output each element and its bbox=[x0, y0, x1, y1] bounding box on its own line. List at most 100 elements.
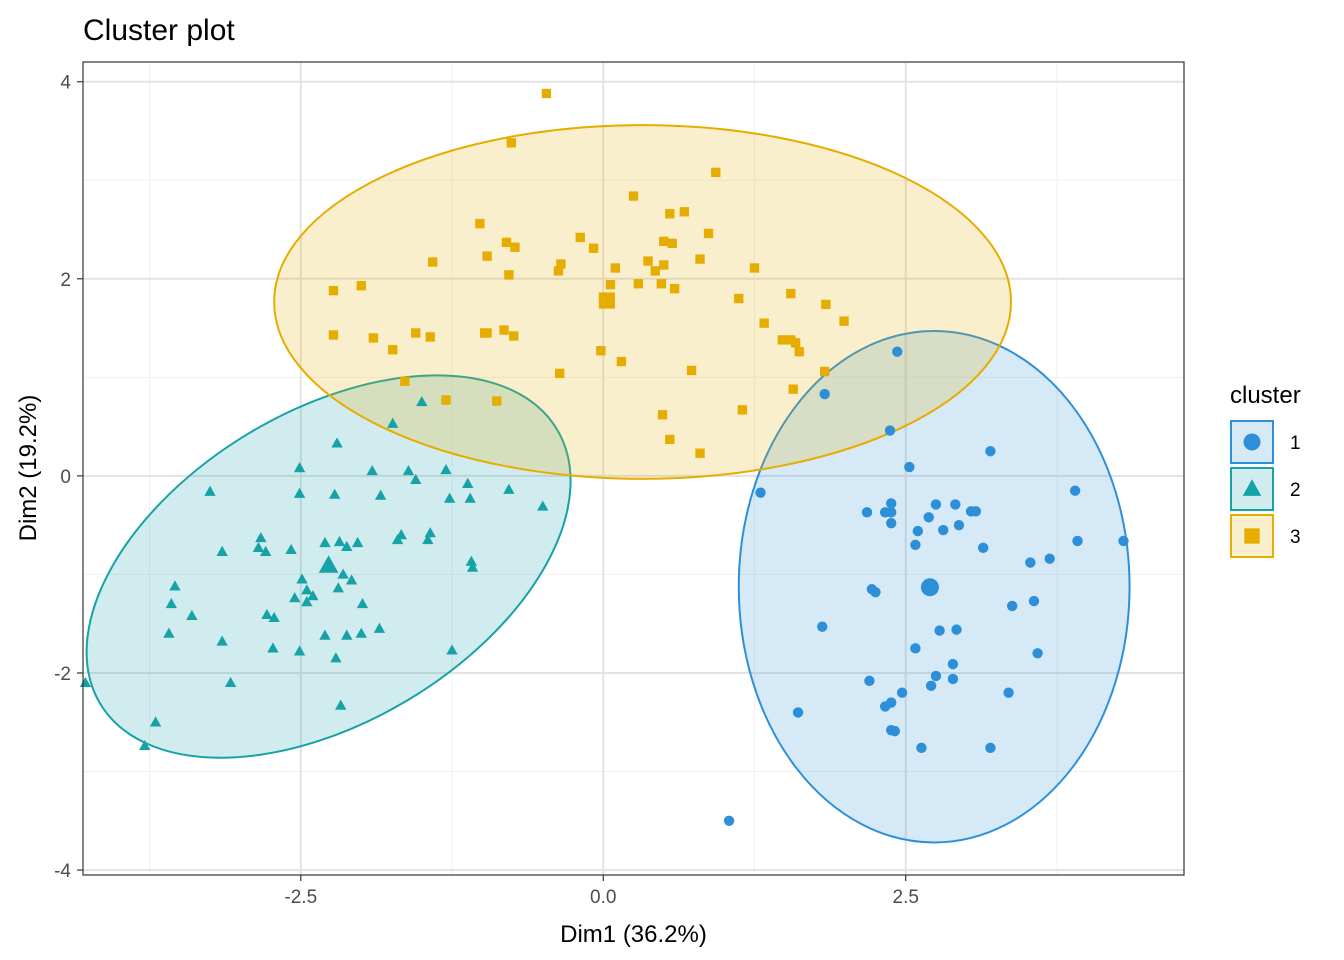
point-cluster-3 bbox=[510, 242, 520, 252]
point-cluster-1 bbox=[1025, 557, 1036, 568]
point-cluster-2 bbox=[341, 629, 353, 640]
point-cluster-2 bbox=[465, 555, 478, 566]
point-cluster-3 bbox=[400, 376, 410, 386]
point-cluster-1 bbox=[1069, 485, 1081, 496]
point-cluster-1 bbox=[723, 815, 735, 826]
point-cluster-1 bbox=[1044, 553, 1055, 564]
point-cluster-2 bbox=[204, 485, 216, 496]
legend-key-3 bbox=[1230, 514, 1274, 558]
point-cluster-3 bbox=[790, 338, 801, 348]
point-cluster-3 bbox=[679, 207, 689, 217]
point-cluster-1 bbox=[864, 675, 875, 687]
point-cluster-1 bbox=[817, 621, 828, 632]
point-cluster-3 bbox=[596, 346, 606, 356]
point-cluster-2 bbox=[331, 437, 343, 448]
y-tick-label: -4 bbox=[54, 861, 71, 882]
point-cluster-1 bbox=[1028, 595, 1040, 607]
point-cluster-3 bbox=[628, 191, 639, 201]
point-cluster-2 bbox=[332, 582, 344, 593]
point-cluster-1 bbox=[886, 498, 897, 509]
point-cluster-1 bbox=[886, 517, 897, 529]
point-cluster-3 bbox=[616, 356, 627, 367]
point-cluster-2 bbox=[503, 483, 515, 494]
ellipse-cluster-3 bbox=[273, 124, 1012, 480]
point-cluster-1 bbox=[892, 346, 903, 357]
point-cluster-1 bbox=[889, 725, 901, 737]
legend-label-3: 3 bbox=[1290, 527, 1301, 548]
point-cluster-2 bbox=[424, 527, 436, 538]
point-cluster-3 bbox=[665, 209, 675, 219]
point-cluster-2 bbox=[337, 568, 349, 579]
point-cluster-2 bbox=[422, 533, 434, 545]
point-cluster-1 bbox=[870, 586, 881, 598]
point-cluster-3 bbox=[786, 288, 796, 299]
point-cluster-1 bbox=[970, 506, 982, 517]
point-cluster-3 bbox=[425, 332, 435, 342]
point-cluster-3 bbox=[695, 448, 705, 458]
point-cluster-1 bbox=[950, 499, 961, 510]
legend-item-2: 2 bbox=[1230, 467, 1301, 511]
point-cluster-3 bbox=[839, 316, 849, 326]
point-cluster-1 bbox=[792, 707, 804, 718]
point-cluster-2 bbox=[296, 573, 308, 584]
legend: cluster 1 2 3 bbox=[1230, 382, 1301, 558]
point-cluster-1 bbox=[938, 524, 949, 536]
point-cluster-3 bbox=[657, 410, 668, 420]
point-cluster-2 bbox=[165, 598, 178, 609]
panel-border bbox=[82, 61, 1185, 876]
point-cluster-2 bbox=[319, 536, 331, 548]
point-cluster-2 bbox=[293, 645, 306, 656]
point-cluster-1 bbox=[886, 507, 897, 518]
point-cluster-2 bbox=[139, 739, 151, 751]
point-cluster-3 bbox=[427, 257, 438, 267]
legend-keys: 1 2 3 bbox=[1230, 420, 1301, 558]
legend-symbol-1 bbox=[1243, 433, 1261, 451]
cluster-centers bbox=[318, 292, 939, 597]
point-cluster-3 bbox=[665, 434, 675, 445]
point-cluster-3 bbox=[588, 243, 599, 253]
point-cluster-3 bbox=[501, 237, 512, 248]
point-cluster-2 bbox=[373, 622, 386, 633]
point-cluster-3 bbox=[794, 347, 804, 357]
data-points bbox=[79, 88, 1129, 826]
x-axis-title: Dim1 (36.2%) bbox=[560, 921, 707, 948]
point-cluster-3 bbox=[441, 395, 451, 405]
point-cluster-2 bbox=[293, 462, 306, 473]
point-cluster-2 bbox=[416, 396, 428, 407]
point-cluster-2 bbox=[443, 492, 456, 503]
point-cluster-1 bbox=[1003, 687, 1014, 698]
legend-symbol-2 bbox=[1242, 479, 1262, 496]
point-cluster-3 bbox=[356, 281, 366, 291]
point-cluster-3 bbox=[504, 270, 514, 280]
point-cluster-1 bbox=[910, 539, 921, 551]
center-cluster-1 bbox=[920, 578, 939, 597]
point-cluster-1 bbox=[1118, 535, 1129, 547]
point-cluster-3 bbox=[759, 318, 769, 328]
y-tick-label: 2 bbox=[60, 270, 71, 291]
point-cluster-2 bbox=[345, 574, 358, 585]
point-cluster-2 bbox=[224, 676, 237, 688]
point-cluster-2 bbox=[293, 487, 306, 498]
point-cluster-3 bbox=[821, 299, 831, 310]
point-cluster-1 bbox=[912, 525, 924, 537]
point-cluster-2 bbox=[301, 584, 313, 595]
point-cluster-2 bbox=[335, 699, 347, 710]
point-cluster-2 bbox=[260, 545, 272, 556]
point-cluster-3 bbox=[695, 254, 705, 264]
point-cluster-1 bbox=[886, 697, 897, 708]
point-cluster-1 bbox=[884, 425, 896, 436]
point-cluster-3 bbox=[734, 293, 744, 304]
point-cluster-2 bbox=[366, 464, 378, 476]
point-cluster-2 bbox=[466, 561, 479, 572]
point-cluster-1 bbox=[951, 624, 962, 635]
point-cluster-3 bbox=[328, 330, 339, 340]
point-cluster-3 bbox=[643, 256, 653, 266]
chart-title: Cluster plot bbox=[83, 14, 235, 47]
point-cluster-2 bbox=[255, 531, 267, 543]
point-cluster-3 bbox=[509, 331, 519, 341]
point-cluster-3 bbox=[541, 88, 552, 99]
point-cluster-2 bbox=[149, 716, 162, 727]
point-cluster-2 bbox=[395, 529, 407, 540]
legend-label-2: 2 bbox=[1290, 480, 1301, 501]
point-cluster-2 bbox=[289, 592, 301, 603]
